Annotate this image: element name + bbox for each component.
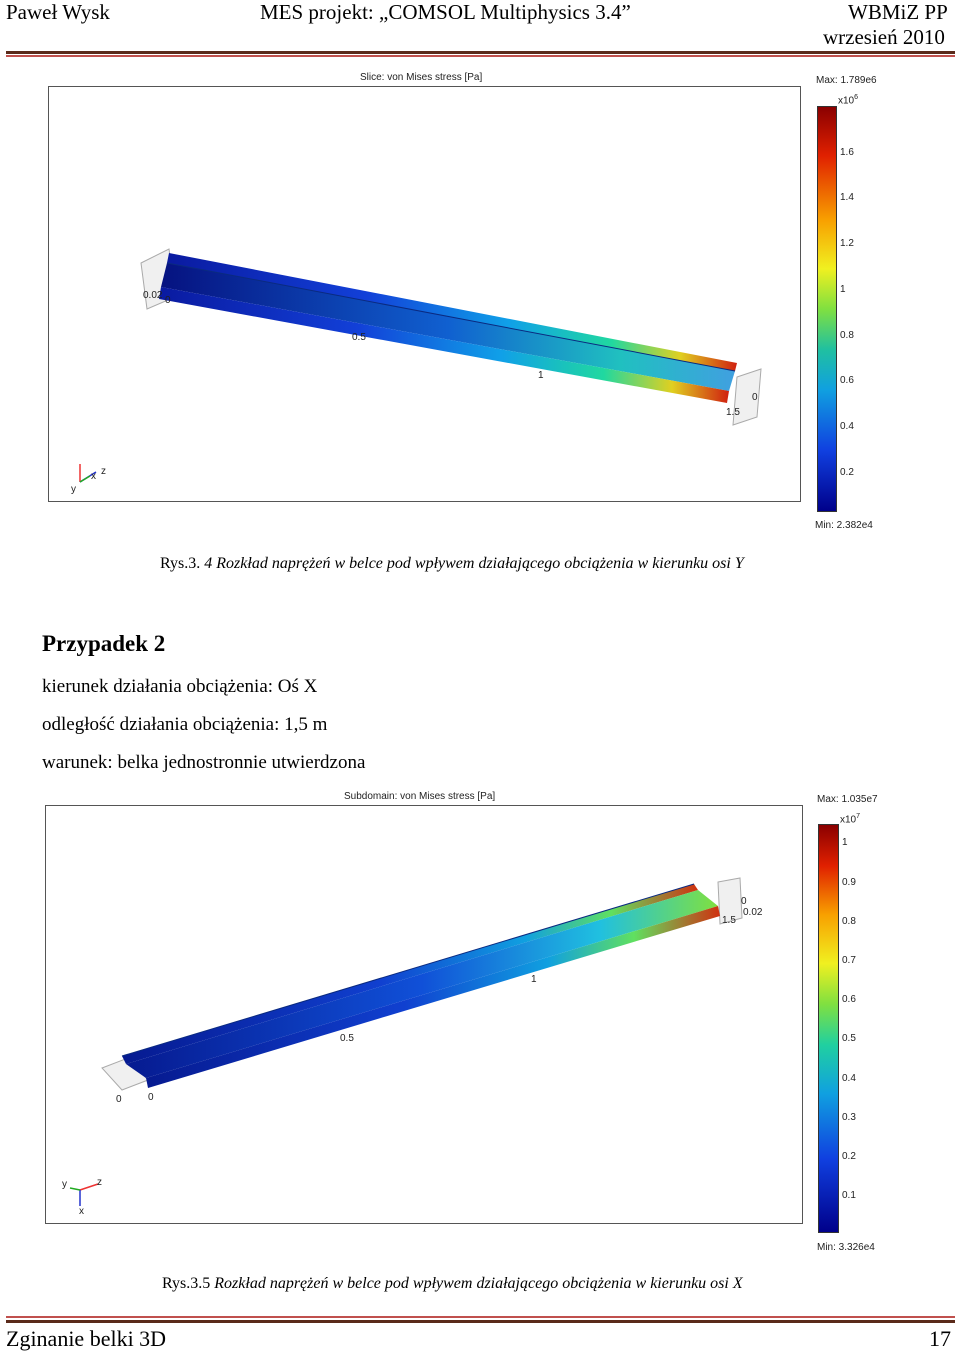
figure2-colorbar (818, 824, 839, 1233)
figure2-min-label: Min: 3.326e4 (817, 1242, 875, 1253)
figure1-colorbar-tick: 0.4 (840, 421, 854, 432)
figure1-axis-label: 1.5 (726, 407, 740, 418)
figure1-colorbar-tick: 1.2 (840, 238, 854, 249)
section-line-condition: warunek: belka jednostronnie utwierdzona (42, 752, 366, 773)
figure2-triad-x: x (79, 1206, 84, 1217)
section-heading: Przypadek 2 (42, 631, 166, 656)
figure2-colorbar-tick: 0.5 (842, 1033, 856, 1044)
figure2-triad-z: z (97, 1177, 102, 1188)
header-date: wrzesień 2010 (823, 25, 945, 49)
figure2-plot-area (45, 805, 803, 1224)
figure2-exp-label: x107 (840, 813, 861, 826)
section-line-distance: odległość działania obciążenia: 1,5 m (42, 714, 328, 735)
figure1-colorbar-tick: 0.8 (840, 330, 854, 341)
figure2-colorbar-tick: 0.8 (842, 916, 856, 927)
figure1-colorbar-tick: 0.6 (840, 375, 854, 386)
figure2-axis-label: 0.02 (743, 907, 763, 918)
page-number: 17 (929, 1326, 951, 1351)
figure1-colorbar (817, 106, 837, 512)
figure1-colorbar-tick: 1.6 (840, 147, 854, 158)
figure1-colorbar-tick: 1 (840, 284, 846, 295)
figure1-axis-triad-icon (79, 464, 97, 483)
figure1-axis-label: 0 (752, 392, 758, 403)
figure1-triad-z: z (101, 466, 106, 477)
header-institution: WBMiZ PP (848, 0, 948, 24)
figure1-max-label: Max: 1.789e6 (816, 75, 877, 86)
figure2-colorbar-tick: 0.1 (842, 1190, 856, 1201)
section-line-direction: kierunek działania obciążenia: Oś X (42, 676, 318, 697)
figure2-title: Subdomain: von Mises stress [Pa] (344, 791, 496, 802)
footer-rule-accent (6, 1316, 955, 1318)
figure1-plot-area (48, 86, 801, 502)
header-rule (6, 51, 955, 54)
header-author: Paweł Wysk (6, 0, 110, 24)
figure2-axis-label: 0 (741, 896, 747, 907)
figure1-colorbar-tick: 1.4 (840, 192, 854, 203)
figure1-beam-render (140, 248, 762, 426)
figure2-axis-label: 0 (148, 1092, 154, 1103)
figure2-colorbar-tick: 1 (842, 837, 848, 848)
figure2-axis-label: 0.5 (340, 1033, 354, 1044)
figure2-colorbar-tick: 0.7 (842, 955, 856, 966)
header-rule-accent (6, 55, 955, 57)
figure2-axis-label: 0 (116, 1094, 122, 1105)
header-project: MES projekt: „COMSOL Multiphysics 3.4” (260, 0, 631, 24)
figure2-beam-render (101, 877, 743, 1091)
figure2-axis-label: 1 (531, 974, 537, 985)
figure1-triad-x: x (91, 471, 96, 482)
figure2-axis-label: 1.5 (722, 915, 736, 926)
figure1-caption: Rys.3. 4 Rozkład naprężeń w belce pod wp… (160, 555, 744, 572)
figure1-colorbar-tick: 0.2 (840, 467, 854, 478)
figure1-title: Slice: von Mises stress [Pa] (360, 72, 483, 83)
footer-rule (6, 1320, 955, 1323)
figure1-axis-label: 0 (165, 295, 171, 306)
figure1-axis-label: 0.02 (143, 290, 163, 301)
footer-title: Zginanie belki 3D (6, 1326, 167, 1351)
figure2-caption: Rys.3.5 Rozkład naprężeń w belce pod wpł… (162, 1275, 743, 1292)
figure1-axis-label: 0.5 (352, 332, 366, 343)
figure1-min-label: Min: 2.382e4 (815, 520, 873, 531)
figure2-colorbar-tick: 0.3 (842, 1112, 856, 1123)
figure1-triad-y: y (71, 484, 76, 495)
figure2-max-label: Max: 1.035e7 (817, 794, 878, 805)
figure2-colorbar-tick: 0.2 (842, 1151, 856, 1162)
figure2-colorbar-tick: 0.6 (842, 994, 856, 1005)
figure2-axis-triad-icon (69, 1183, 99, 1206)
figure2-triad-y: y (62, 1179, 67, 1190)
figure2-colorbar-tick: 0.9 (842, 877, 856, 888)
figure2-colorbar-tick: 0.4 (842, 1073, 856, 1084)
figure1-exp-label: x106 (838, 94, 859, 107)
figure1-axis-label: 1 (538, 370, 544, 381)
